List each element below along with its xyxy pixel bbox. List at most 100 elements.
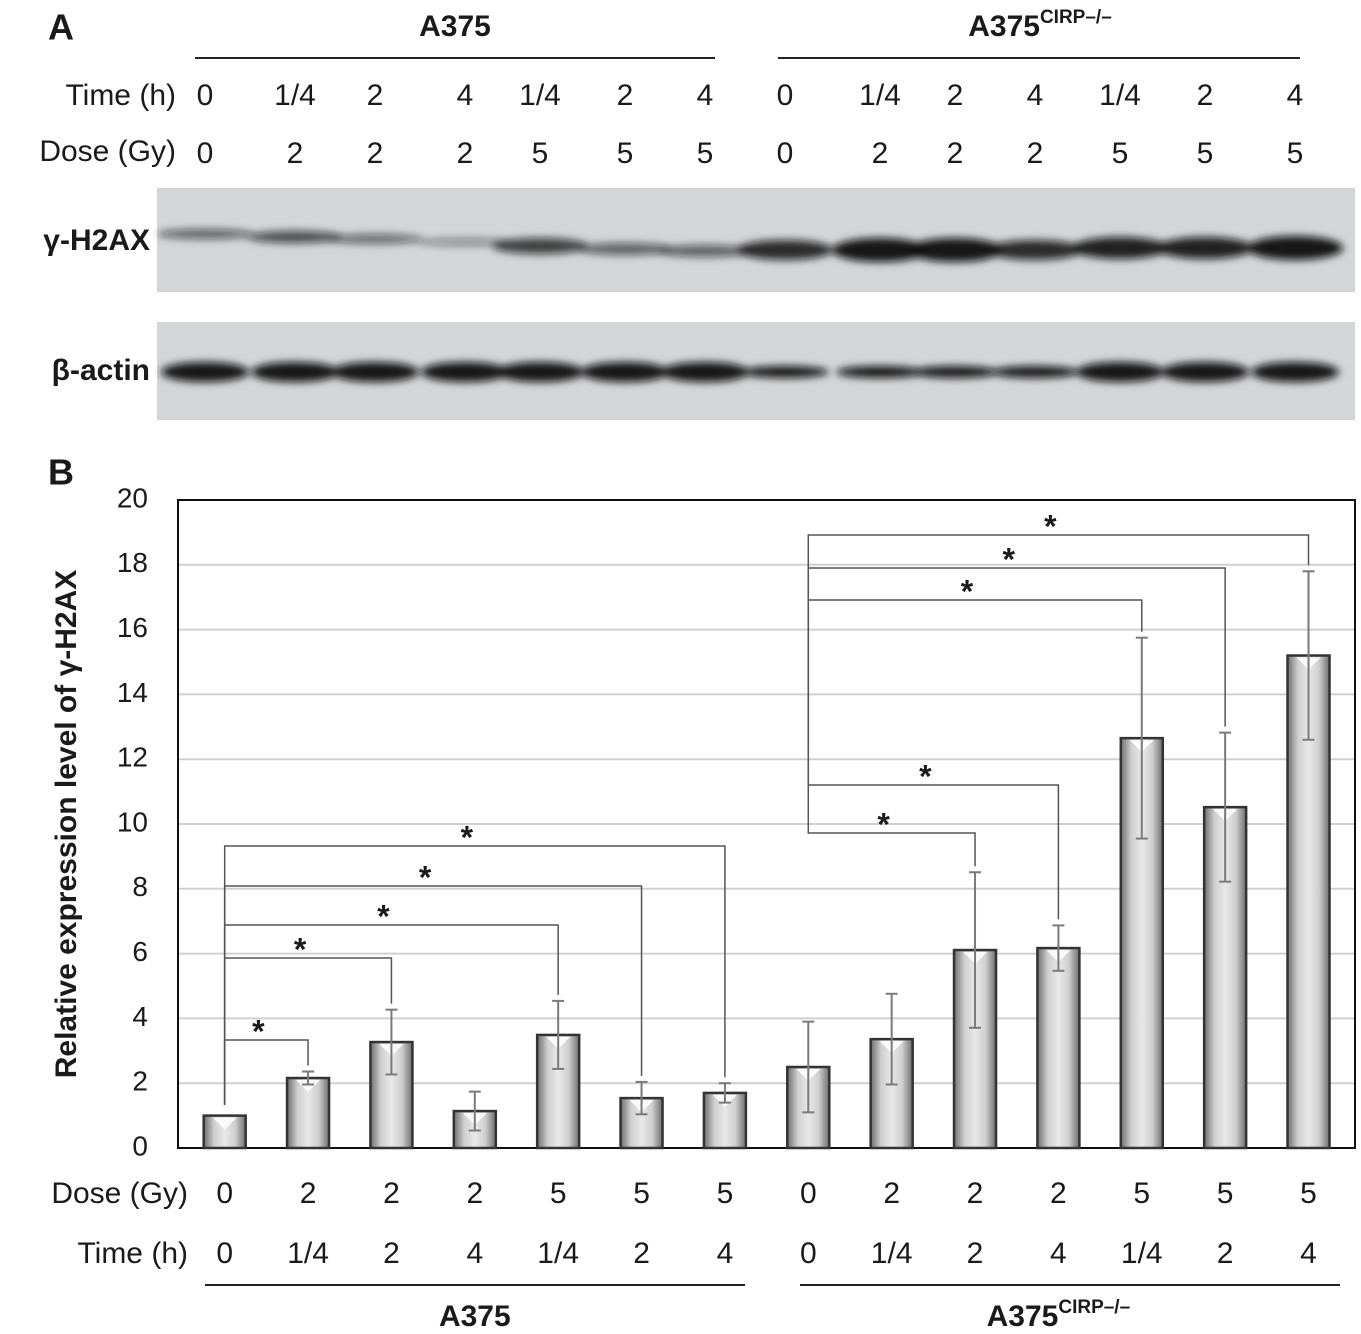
band bbox=[987, 240, 1083, 260]
time-label: 2 bbox=[1197, 79, 1214, 112]
y-tick-label: 14 bbox=[117, 677, 148, 708]
significance-label: * bbox=[877, 806, 890, 842]
significance-label: * bbox=[419, 859, 432, 895]
row-label: Time (h) bbox=[65, 79, 176, 112]
significance-label: * bbox=[1044, 508, 1057, 544]
band bbox=[247, 231, 343, 243]
dose-label: 0 bbox=[777, 137, 794, 170]
dose-label: 2 bbox=[367, 137, 384, 170]
y-tick-label: 8 bbox=[132, 871, 148, 902]
dose-label: 5 bbox=[1112, 137, 1129, 170]
band bbox=[737, 240, 833, 260]
row-label: Dose (Gy) bbox=[39, 135, 176, 168]
band bbox=[327, 234, 423, 244]
x-tick-label: 5 bbox=[717, 1177, 734, 1210]
x-tick-label: 2 bbox=[883, 1177, 900, 1210]
time-label: 4 bbox=[1287, 79, 1304, 112]
time-label: 1/4 bbox=[274, 79, 316, 112]
group-label: A375 bbox=[419, 10, 491, 43]
x-tick-label: 0 bbox=[800, 1177, 817, 1210]
group-superscript: CIRP–/– bbox=[1040, 7, 1112, 28]
band bbox=[421, 362, 509, 382]
x-tick-label: 2 bbox=[300, 1177, 317, 1210]
x-tick-label: 5 bbox=[633, 1177, 650, 1210]
panel-label: B bbox=[48, 452, 74, 493]
y-axis-title: Relative expression level of γ-H2AX bbox=[50, 570, 83, 1079]
time-label: 4 bbox=[1027, 79, 1044, 112]
x-tick-label: 4 bbox=[717, 1237, 734, 1270]
x-tick-label: 2 bbox=[967, 1237, 984, 1270]
group-label: A375 bbox=[439, 1300, 511, 1333]
y-tick-label: 12 bbox=[117, 742, 148, 773]
band bbox=[911, 366, 999, 378]
x-tick-label: 0 bbox=[216, 1237, 233, 1270]
dose-label: 2 bbox=[287, 137, 304, 170]
y-tick-label: 0 bbox=[132, 1130, 148, 1161]
dose-label: 5 bbox=[1287, 137, 1304, 170]
x-tick-label: 2 bbox=[383, 1237, 400, 1270]
time-label: 2 bbox=[947, 79, 964, 112]
x-tick-label: 4 bbox=[1300, 1237, 1317, 1270]
x-tick-label: 1/4 bbox=[537, 1237, 579, 1270]
x-tick-label: 0 bbox=[216, 1177, 233, 1210]
x-tick-label: 4 bbox=[466, 1237, 483, 1270]
x-tick-label: 5 bbox=[1133, 1177, 1150, 1210]
x-tick-label: 2 bbox=[1050, 1177, 1067, 1210]
band bbox=[1247, 236, 1343, 260]
band bbox=[496, 362, 584, 382]
group-name: A375 bbox=[968, 10, 1040, 43]
x-tick-label: 5 bbox=[1300, 1177, 1317, 1210]
significance-bracket bbox=[808, 745, 975, 866]
significance-bracket bbox=[808, 600, 1141, 745]
x-tick-label: 2 bbox=[466, 1177, 483, 1210]
x-tick-label: 0 bbox=[800, 1237, 817, 1270]
band bbox=[157, 229, 253, 239]
y-tick-label: 2 bbox=[132, 1066, 148, 1097]
figure: AA375A375CIRP–/–Time (h)Dose (Gy)01/4241… bbox=[0, 0, 1361, 1334]
dose-label: 2 bbox=[947, 137, 964, 170]
dose-label: 2 bbox=[872, 137, 889, 170]
dose-label: 5 bbox=[532, 137, 549, 170]
band bbox=[836, 366, 924, 378]
x-tick-label: 2 bbox=[633, 1237, 650, 1270]
band bbox=[1076, 362, 1164, 382]
group-name: A375 bbox=[419, 10, 491, 43]
significance-label: * bbox=[377, 898, 390, 934]
significance-bracket bbox=[808, 535, 1308, 745]
y-tick-label: 18 bbox=[117, 547, 148, 578]
band bbox=[741, 366, 829, 378]
band bbox=[492, 238, 588, 254]
time-label: 1/4 bbox=[859, 79, 901, 112]
y-tick-label: 20 bbox=[117, 482, 148, 513]
significance-bracket bbox=[225, 846, 725, 1105]
row-label: Dose (Gy) bbox=[51, 1177, 188, 1210]
band bbox=[161, 362, 249, 382]
band bbox=[1157, 237, 1253, 259]
x-tick-label: 4 bbox=[1050, 1237, 1067, 1270]
bar bbox=[1037, 948, 1079, 1148]
band bbox=[1072, 237, 1168, 259]
x-tick-label: 1/4 bbox=[287, 1237, 329, 1270]
x-tick-label: 1/4 bbox=[871, 1237, 913, 1270]
group-name: A375 bbox=[439, 1300, 511, 1333]
band bbox=[1251, 362, 1339, 382]
dose-label: 0 bbox=[197, 137, 214, 170]
group-superscript: CIRP–/– bbox=[1058, 1297, 1130, 1318]
time-label: 4 bbox=[457, 79, 474, 112]
band bbox=[251, 362, 339, 382]
band bbox=[581, 362, 669, 382]
dose-label: 2 bbox=[1027, 137, 1044, 170]
dose-label: 5 bbox=[617, 137, 634, 170]
significance-label: * bbox=[461, 819, 474, 855]
significance-label: * bbox=[294, 931, 307, 967]
significance-label: * bbox=[961, 573, 974, 609]
dose-label: 5 bbox=[1197, 137, 1214, 170]
group-label: A375CIRP–/– bbox=[987, 1297, 1131, 1333]
time-label: 2 bbox=[617, 79, 634, 112]
x-tick-label: 5 bbox=[550, 1177, 567, 1210]
band bbox=[331, 362, 419, 382]
significance-label: * bbox=[1002, 541, 1015, 577]
time-label: 1/4 bbox=[1099, 79, 1141, 112]
blot-label: β-actin bbox=[52, 354, 150, 387]
time-label: 1/4 bbox=[519, 79, 561, 112]
